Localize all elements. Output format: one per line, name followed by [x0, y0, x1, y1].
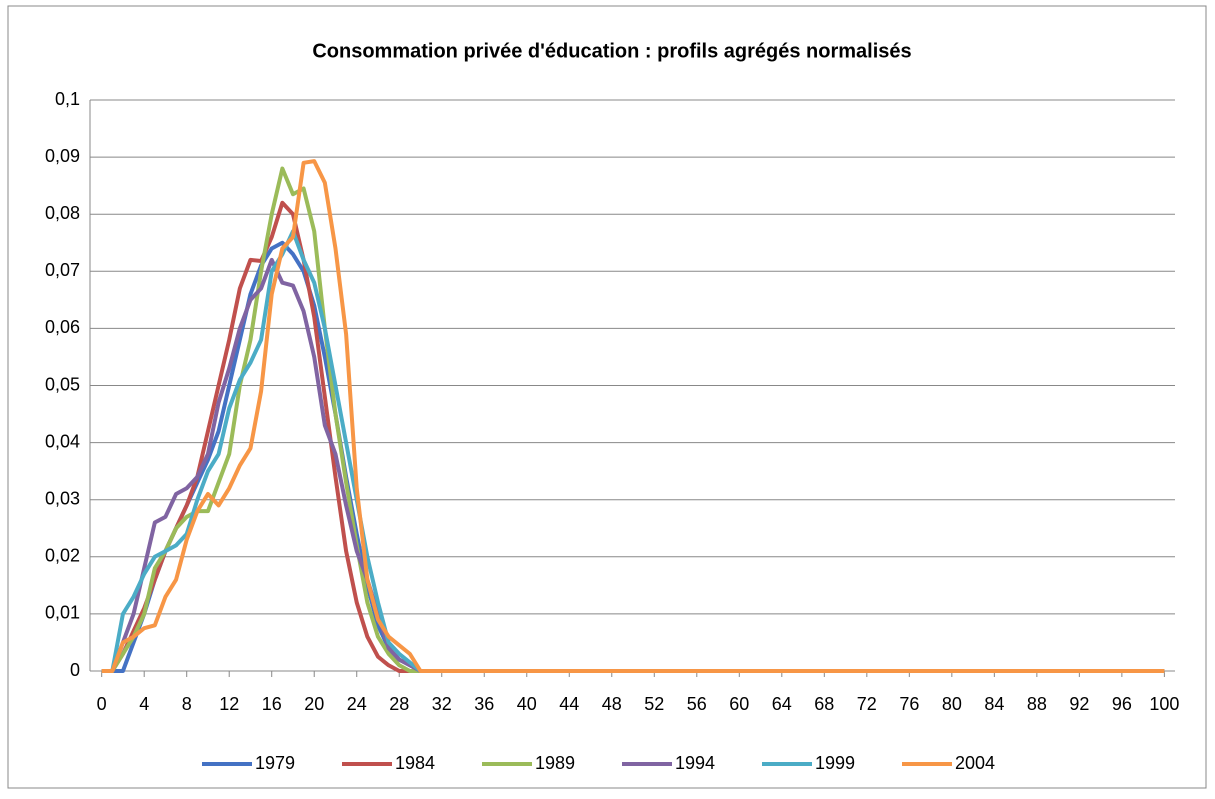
legend-label: 1999 [815, 753, 855, 773]
y-tick-label: 0,06 [45, 317, 80, 337]
legend-label: 2004 [955, 753, 995, 773]
x-tick-label: 48 [602, 694, 622, 714]
y-tick-label: 0,04 [45, 431, 80, 451]
y-tick-label: 0,1 [55, 89, 80, 109]
x-tick-label: 40 [517, 694, 537, 714]
legend-label: 1984 [395, 753, 435, 773]
x-tick-label: 32 [432, 694, 452, 714]
x-tick-label: 92 [1069, 694, 1089, 714]
y-tick-label: 0,03 [45, 488, 80, 508]
x-tick-label: 0 [97, 694, 107, 714]
x-tick-label: 64 [772, 694, 792, 714]
x-tick-label: 68 [814, 694, 834, 714]
series-line [101, 166, 1165, 673]
x-tick-label: 28 [389, 694, 409, 714]
x-tick-label: 20 [304, 694, 324, 714]
y-tick-label: 0 [70, 660, 80, 680]
y-tick-label: 0,09 [45, 146, 80, 166]
series-line [101, 229, 1165, 673]
x-tick-label: 76 [899, 694, 919, 714]
x-tick-label: 96 [1112, 694, 1132, 714]
legend-label: 1994 [675, 753, 715, 773]
x-tick-label: 60 [729, 694, 749, 714]
y-tick-label: 0,02 [45, 546, 80, 566]
y-tick-label: 0,07 [45, 260, 80, 280]
y-tick-label: 0,01 [45, 603, 80, 623]
series-line [101, 159, 1165, 673]
x-tick-label: 56 [687, 694, 707, 714]
legend-label: 1989 [535, 753, 575, 773]
chart-title: Consommation privée d'éducation : profil… [312, 40, 911, 62]
legend-label: 1979 [255, 753, 295, 773]
x-tick-label: 44 [559, 694, 579, 714]
y-tick-label: 0,05 [45, 374, 80, 394]
chart-border [7, 5, 1207, 789]
x-tick-label: 4 [139, 694, 149, 714]
x-tick-label: 16 [262, 694, 282, 714]
x-tick-label: 88 [1027, 694, 1047, 714]
x-tick-label: 80 [942, 694, 962, 714]
x-tick-label: 12 [219, 694, 239, 714]
x-tick-label: 100 [1149, 694, 1179, 714]
y-tick-label: 0,08 [45, 203, 80, 223]
x-tick-label: 72 [857, 694, 877, 714]
x-tick-label: 8 [182, 694, 192, 714]
x-tick-label: 84 [984, 694, 1004, 714]
x-tick-label: 24 [347, 694, 367, 714]
x-tick-label: 52 [644, 694, 664, 714]
x-tick-label: 36 [474, 694, 494, 714]
